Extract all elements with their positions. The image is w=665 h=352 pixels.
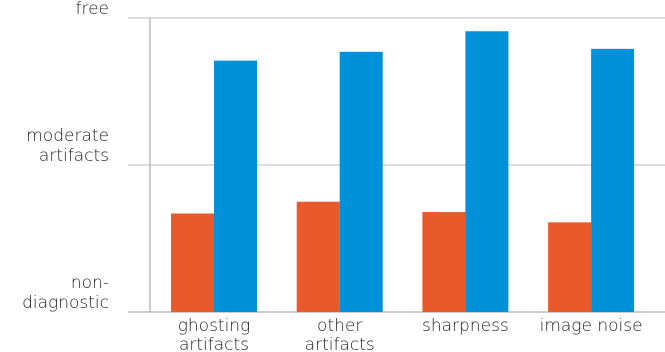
x-tick-label-2: sharpness xyxy=(422,316,509,336)
bar-s1-1 xyxy=(296,201,340,312)
bar-s2-3 xyxy=(591,48,635,313)
bars xyxy=(171,31,635,313)
x-tick-label-line: ghosting xyxy=(178,316,251,336)
bar-s1-0 xyxy=(171,213,214,312)
bar-s2-0 xyxy=(214,60,257,312)
y-tick-label-1: moderate artifacts xyxy=(26,126,109,166)
x-tick-label-line: image noise xyxy=(540,316,643,336)
y-tick-label-line: diagnostic xyxy=(22,293,109,313)
x-tick-label-3: image noise xyxy=(540,316,643,336)
y-tick-label-line: free xyxy=(75,0,109,19)
x-tick-label-line: artifacts xyxy=(179,335,249,352)
y-tick-label-line: moderate xyxy=(26,126,109,146)
y-tick-label-line: non- xyxy=(71,273,109,293)
bar-s1-2 xyxy=(422,212,466,312)
x-tick-label-0: ghosting artifacts xyxy=(178,316,251,352)
bar-s2-1 xyxy=(339,51,383,313)
x-tick-label-line: sharpness xyxy=(422,316,509,336)
x-tick-label-line: other xyxy=(317,316,362,336)
x-tick-label-line: artifacts xyxy=(305,335,375,352)
bar-s2-2 xyxy=(465,31,509,312)
x-tick-label-1: other artifacts xyxy=(305,316,375,352)
y-tick-label-2: artifactfree xyxy=(48,0,109,19)
y-tick-label-line: artifacts xyxy=(39,146,109,166)
bar-s1-3 xyxy=(548,222,592,312)
y-tick-label-0: non-diagnostic xyxy=(22,273,109,313)
